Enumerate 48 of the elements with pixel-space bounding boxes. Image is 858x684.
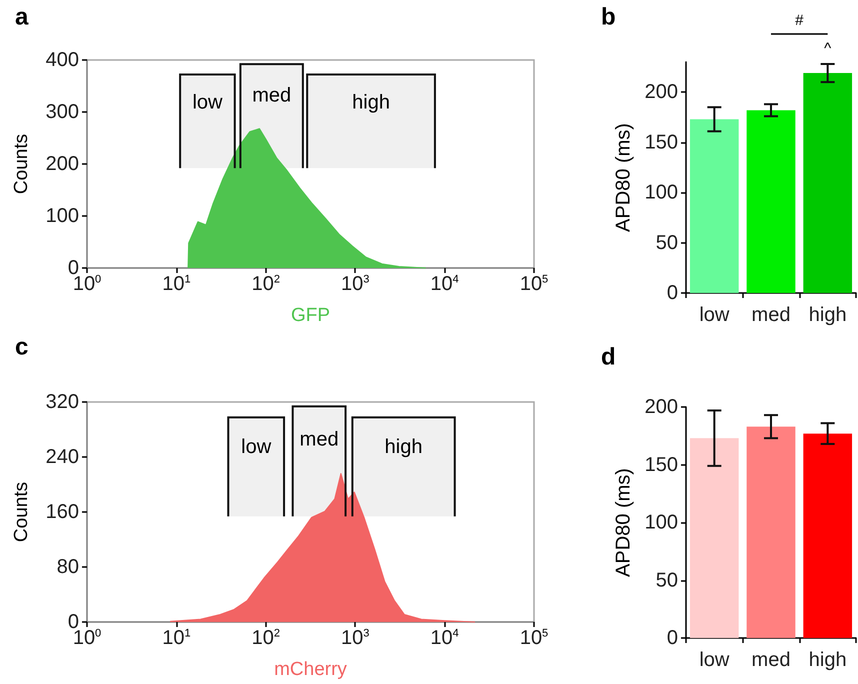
x-axis-title: mCherry (274, 659, 348, 680)
y-tick-label: 100 (46, 205, 79, 227)
chart-title: c (15, 334, 28, 360)
y-tick-label: 50 (656, 232, 678, 254)
bar (746, 426, 796, 638)
x-tick-label: low (699, 304, 730, 326)
y-tick-label: 100 (644, 512, 678, 534)
x-tick-label: low (699, 649, 730, 671)
y-tick-label: 150 (644, 454, 678, 476)
y-tick-label: 150 (644, 131, 678, 154)
band-label: med (252, 84, 292, 106)
chart-title: b (601, 4, 616, 30)
x-axis-title: GFP (290, 305, 330, 326)
y-tick-label: 200 (46, 153, 79, 175)
band-label: low (241, 436, 272, 458)
y-tick-label: 300 (46, 101, 79, 123)
y-axis-title: Counts (11, 482, 32, 542)
bar (690, 119, 739, 293)
y-tick-label: 240 (46, 446, 79, 468)
y-axis-title: APD80 (ms) (612, 123, 635, 232)
y-tick-label: 80 (56, 556, 79, 578)
chart-title: d (601, 344, 616, 370)
bar (803, 434, 852, 638)
y-tick-label: 100 (644, 182, 678, 204)
y-tick-label: 50 (656, 569, 678, 592)
band-label: high (384, 436, 422, 458)
bar (803, 73, 852, 293)
x-tick-label: med (752, 649, 790, 671)
y-tick-label: 160 (46, 501, 79, 523)
band-label: low (192, 92, 224, 114)
x-tick-label: high (808, 649, 847, 671)
text: ^ (824, 40, 832, 57)
x-tick-label: high (808, 304, 847, 326)
bar (690, 438, 739, 638)
y-axis-title: APD80 (ms) (612, 468, 635, 577)
bar (746, 110, 796, 293)
y-tick-label: 0 (666, 627, 678, 649)
y-axis-title: Counts (11, 134, 32, 194)
band-label: med (300, 428, 339, 450)
y-tick-label: 200 (644, 81, 678, 104)
x-tick-label: med (752, 304, 790, 326)
y-tick-label: 200 (644, 396, 678, 418)
chart-title: a (15, 4, 29, 30)
band-label: high (352, 92, 390, 114)
y-tick-label: 400 (46, 49, 79, 71)
y-tick-label: 320 (46, 391, 79, 413)
y-tick-label: 0 (666, 282, 678, 304)
text: # (795, 12, 804, 29)
